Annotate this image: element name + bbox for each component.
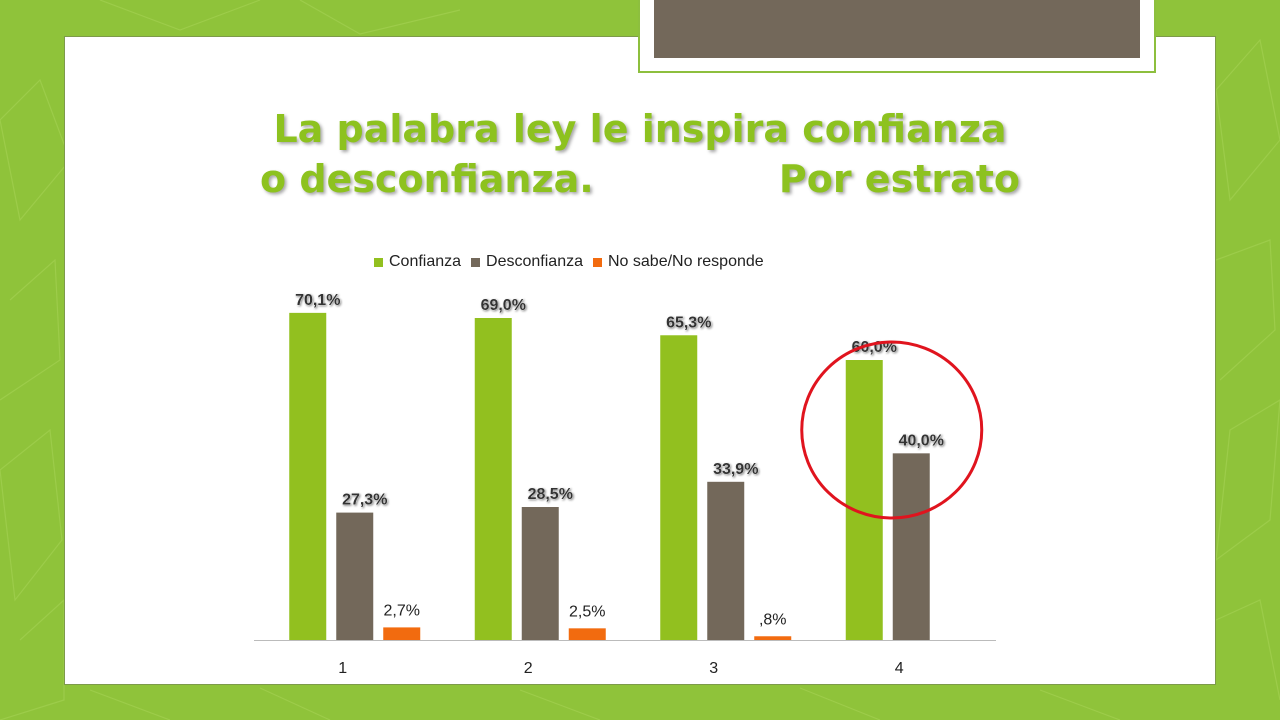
data-label-confianza-2: 69,0% (481, 297, 526, 314)
bar-confianza-2 (474, 318, 512, 640)
bar-desconfianza-2 (521, 507, 559, 640)
title-line-1: La palabra ley le inspira confianza (273, 107, 1007, 151)
bar-confianza-4 (845, 360, 883, 640)
bar-confianza-1 (289, 312, 327, 640)
data-label-desconfianza-3: 33,9% (713, 461, 758, 478)
legend-swatch-desconfianza (471, 257, 481, 267)
x-tick-label-2: 2 (524, 660, 533, 677)
bar-desconfianza-1 (336, 512, 374, 640)
legend-item-confianza: Confianza (374, 253, 461, 271)
data-label-no-sabe-no-responde-2: 2,5% (569, 603, 605, 620)
highlight-circle (800, 340, 984, 520)
legend-swatch-no-sabe (593, 257, 602, 267)
bar-desconfianza-3 (707, 481, 745, 640)
data-label-no-sabe-no-responde-3: ,8% (759, 611, 787, 628)
bar-desconfianza-4 (892, 453, 930, 640)
data-label-no-sabe-no-responde-1: 2,7% (384, 602, 420, 619)
page-title: La palabra ley le inspira confianza o de… (0, 104, 1280, 204)
bar-no-sabe-no-responde-3 (754, 636, 792, 640)
legend-label-desconfianza: Desconfianza (486, 253, 583, 270)
data-label-confianza-3: 65,3% (666, 314, 711, 331)
bar-no-sabe-no-responde-2 (568, 628, 606, 640)
x-tick-label-3: 3 (709, 660, 718, 677)
data-label-desconfianza-2: 28,5% (528, 486, 573, 503)
x-tick-label-1: 1 (338, 660, 347, 677)
legend-label-confianza: Confianza (389, 253, 462, 270)
data-label-desconfianza-1: 27,3% (342, 492, 387, 509)
bar-confianza-3 (660, 335, 698, 640)
legend-item-desconfianza: Desconfianza (471, 253, 583, 271)
title-line-2: o desconfianza. Por estrato (259, 157, 1021, 201)
legend-item-no-sabe: No sabe/No responde (593, 253, 764, 271)
bar-no-sabe-no-responde-1 (383, 627, 421, 640)
header-tab-decoration (638, 0, 1156, 73)
header-tab-fill (654, 0, 1140, 58)
chart-legend: Confianza Desconfianza No sabe/No respon… (374, 252, 764, 272)
data-label-desconfianza-4: 40,0% (899, 432, 944, 449)
legend-swatch-confianza (374, 257, 383, 267)
x-tick-label-4: 4 (895, 660, 904, 677)
legend-label-no-sabe: No sabe/No responde (608, 253, 764, 270)
data-label-confianza-1: 70,1% (295, 292, 340, 309)
